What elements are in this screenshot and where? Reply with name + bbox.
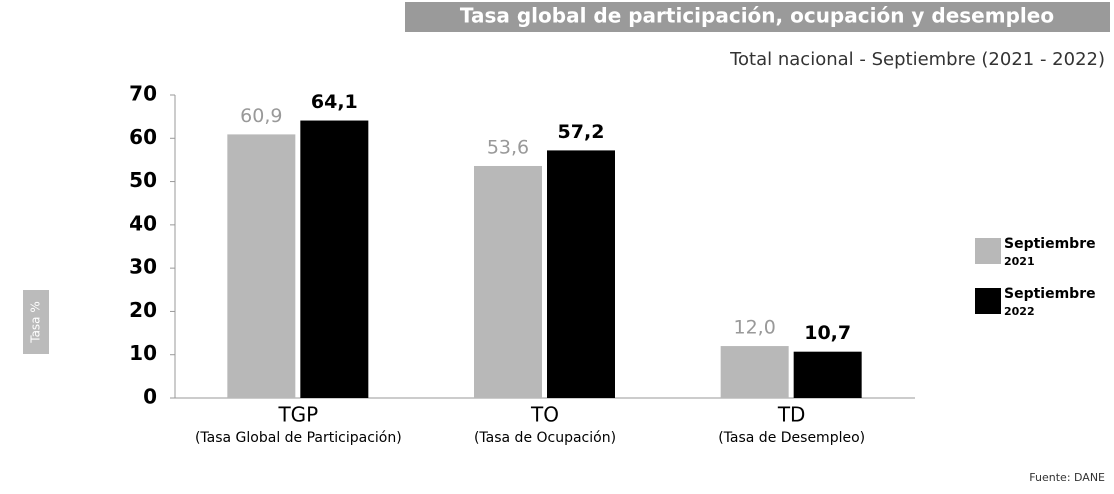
bar [547,150,615,398]
value-label: 60,9 [240,105,282,127]
bar [227,134,296,398]
x-tick-sublabel: (Tasa Global de Participación) [195,430,402,446]
value-label: 57,2 [558,121,605,143]
value-label: 10,7 [804,322,851,344]
value-label: 53,6 [487,136,529,158]
value-label: 12,0 [734,317,776,339]
x-tick-sublabel: (Tasa de Ocupación) [474,430,616,446]
y-tick-label: 50 [129,168,157,192]
legend-swatch [975,288,1001,314]
bar [300,120,369,398]
title-box [405,2,1110,32]
bar [793,351,862,398]
y-tick-label: 0 [143,385,157,409]
y-tick-label: 10 [129,341,157,365]
x-tick-label: TGP [277,403,318,427]
y-tick-label: 70 [129,82,157,106]
chart-subtitle: Total nacional - Septiembre (2021 - 2022… [729,49,1105,70]
bar [474,165,542,398]
y-tick-label: 20 [129,298,157,322]
chart-title: Tasa global de participación, ocupación … [460,4,1054,28]
x-tick-label: TD [777,403,806,427]
legend-swatch [975,238,1001,264]
y-tick-label: 30 [129,255,157,279]
source: Fuente: DANE [1029,471,1105,484]
y-tick-label: 40 [129,211,157,235]
y-tick-label: 60 [129,125,157,149]
x-tick-label: TO [530,403,559,427]
x-tick-sublabel: (Tasa de Desempleo) [718,430,865,446]
value-label: 64,1 [311,91,358,113]
legend-label: Septiembre 2022 [1004,286,1096,318]
legend-label: Septiembre 2021 [1004,236,1096,268]
y-label-box [23,290,49,354]
y-axis-label: Tasa % [29,301,43,344]
bar [720,346,789,398]
